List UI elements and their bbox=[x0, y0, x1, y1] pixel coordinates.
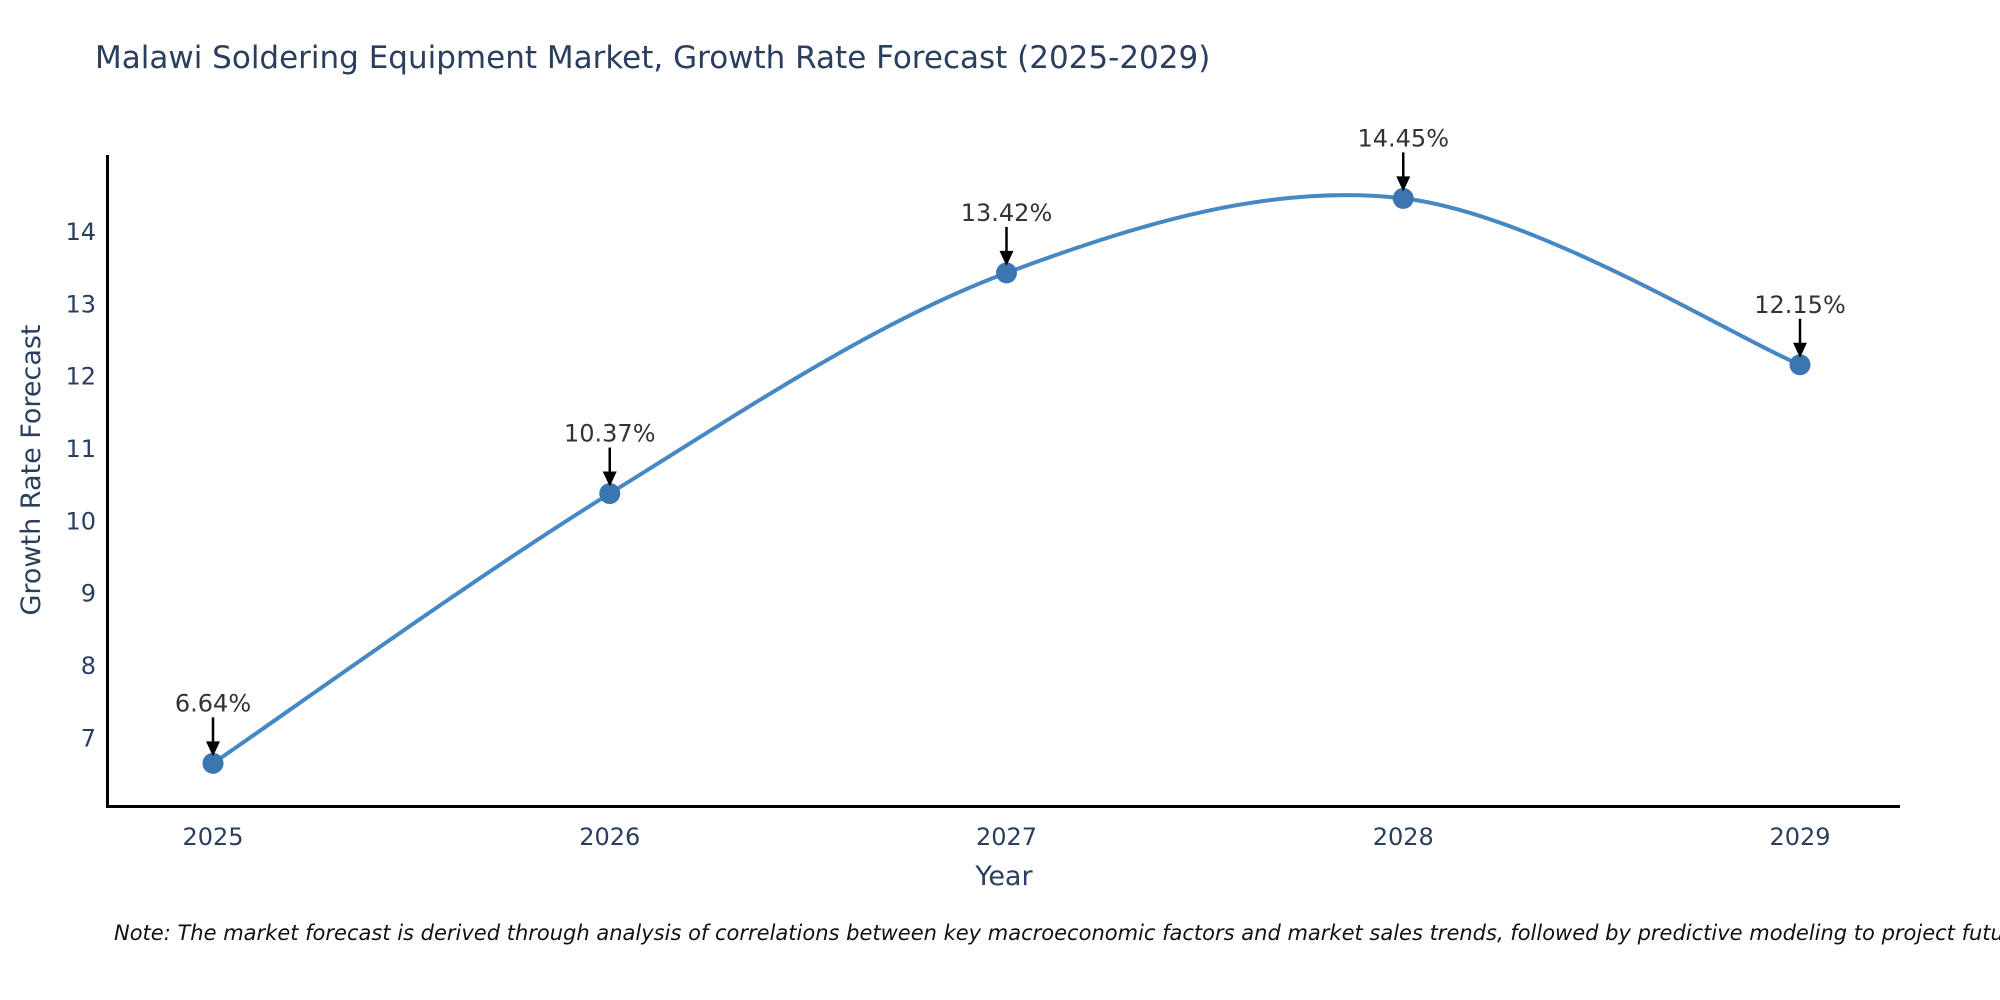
y-tick-label: 10 bbox=[65, 507, 96, 535]
line-series bbox=[202, 187, 1811, 774]
y-tick-label: 11 bbox=[65, 435, 96, 463]
chart-title: Malawi Soldering Equipment Market, Growt… bbox=[95, 40, 1211, 76]
data-point-marker bbox=[202, 752, 224, 774]
annotation-arrowhead bbox=[602, 471, 617, 487]
x-axis-title: Year bbox=[974, 861, 1033, 892]
data-point-marker bbox=[599, 483, 621, 505]
x-tick-label: 2025 bbox=[182, 823, 243, 851]
data-point-label: 6.64% bbox=[175, 689, 251, 717]
note-text: Note: The market forecast is derived thr… bbox=[114, 921, 2000, 945]
annotation-arrowhead bbox=[999, 250, 1014, 266]
annotation-arrowhead bbox=[1396, 176, 1411, 192]
data-point-label: 14.45% bbox=[1357, 124, 1449, 152]
data-point-label: 10.37% bbox=[564, 420, 656, 448]
x-tick-label: 2027 bbox=[976, 823, 1037, 851]
y-tick-label: 8 bbox=[81, 652, 96, 680]
y-tick-label: 14 bbox=[65, 218, 96, 246]
axes-layer: 7 8 9 10 11 12 13 14 2025 2026 2027 2028 2029 bbox=[65, 155, 1900, 851]
annotations-layer: 6.64% 10.37% 13.42% 14.45% 12.15% bbox=[175, 124, 1846, 757]
data-point-label: 12.15% bbox=[1754, 291, 1846, 319]
data-point-marker bbox=[1392, 187, 1414, 209]
data-point-label: 13.42% bbox=[961, 199, 1053, 227]
y-tick-label: 13 bbox=[65, 290, 96, 318]
annotation-arrowhead bbox=[1793, 342, 1807, 358]
x-tick-label: 2026 bbox=[579, 823, 640, 851]
data-point-marker bbox=[996, 262, 1017, 284]
y-axis-title: Growth Rate Forecast bbox=[16, 324, 47, 615]
y-tick-label: 9 bbox=[81, 580, 96, 608]
data-point-marker bbox=[1789, 354, 1811, 376]
x-tick-label: 2029 bbox=[1769, 823, 1830, 851]
annotation-arrowhead bbox=[206, 741, 220, 757]
y-tick-label: 7 bbox=[81, 724, 96, 752]
y-tick-label: 12 bbox=[65, 363, 96, 391]
x-tick-label: 2028 bbox=[1373, 823, 1434, 851]
